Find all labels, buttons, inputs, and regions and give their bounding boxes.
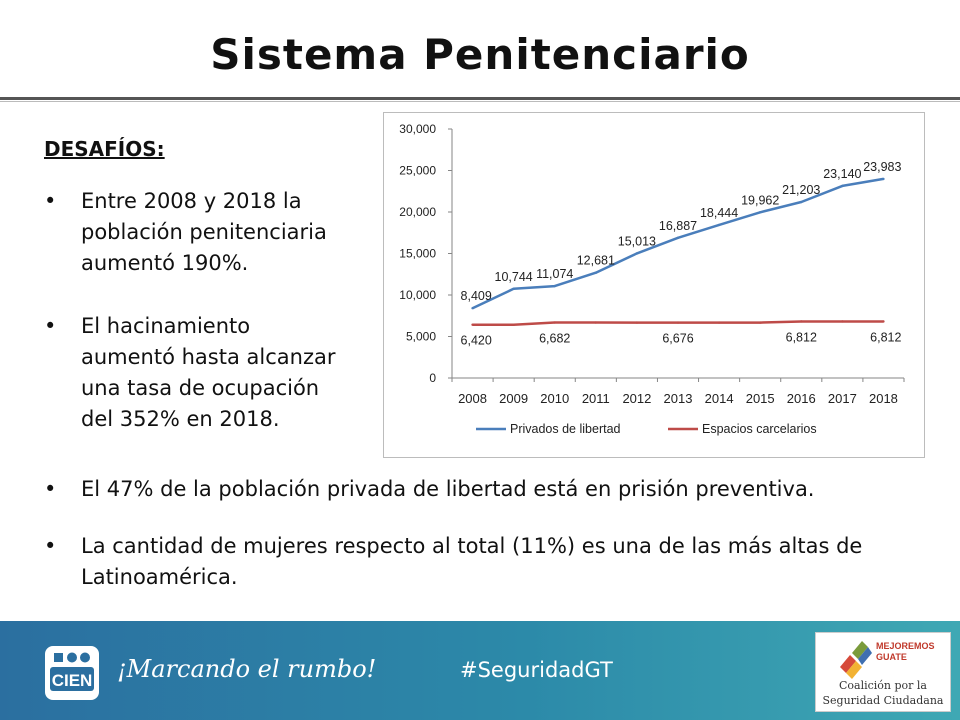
x-tick-label: 2016: [787, 391, 816, 406]
x-tick-label: 2013: [664, 391, 693, 406]
partner-mejoremos: MEJOREMOS: [876, 641, 935, 651]
x-tick-label: 2008: [458, 391, 487, 406]
coalition-logo: MEJOREMOS GUATE Coalición por la Segurid…: [815, 632, 951, 712]
bullet-dot: •: [44, 189, 57, 213]
data-point: [882, 320, 885, 323]
bullet-line: aumentó hasta alcanzar: [81, 345, 336, 369]
y-tick-label: 30,000: [399, 122, 436, 136]
data-label: 21,203: [782, 183, 820, 197]
x-tick-label: 2018: [869, 391, 898, 406]
y-tick-label: 15,000: [399, 247, 436, 261]
bullet-dot: •: [44, 534, 57, 558]
data-point: [758, 321, 762, 324]
partner-seguridad: Seguridad Ciudadana: [823, 694, 944, 707]
bullet-line: Entre 2008 y 2018 la: [81, 189, 302, 213]
data-point: [594, 321, 598, 324]
bullet-line: población penitenciaria: [81, 220, 327, 244]
data-point: [800, 320, 803, 323]
bullet-line: La cantidad de mujeres respecto al total…: [81, 534, 863, 558]
bullet-dot: •: [44, 477, 57, 501]
data-point: [553, 284, 556, 288]
bullet-pretrial-detention: • El 47% de la población privada de libe…: [44, 474, 924, 508]
x-tick-label: 2012: [622, 391, 651, 406]
data-point: [758, 211, 762, 214]
partner-coalicion: Coalición por la: [839, 679, 927, 692]
data-point: [471, 323, 474, 326]
cien-logo-text: CIEN: [52, 671, 93, 690]
bullet-line: El 47% de la población privada de libert…: [81, 477, 815, 501]
data-point: [635, 252, 639, 255]
x-tick-label: 2015: [746, 391, 775, 406]
bullet-dot: •: [44, 314, 57, 338]
data-point: [717, 223, 721, 227]
data-label: 6,812: [870, 330, 901, 344]
challenges-heading: DESAFÍOS:: [44, 137, 165, 161]
data-label: 10,744: [495, 270, 533, 284]
bullet-line: del 352% en 2018.: [81, 407, 280, 431]
y-tick-label: 5,000: [406, 330, 436, 344]
cien-logo: CIEN: [45, 646, 99, 700]
data-label: 12,681: [577, 254, 615, 268]
data-label: 18,444: [700, 206, 738, 220]
x-tick-label: 2009: [499, 391, 528, 406]
data-label: 15,013: [618, 234, 656, 248]
data-point: [676, 321, 680, 324]
title-divider-shadow: [0, 101, 960, 102]
y-tick-label: 20,000: [399, 205, 436, 219]
y-tick-label: 25,000: [399, 164, 436, 178]
bullet-line: una tasa de ocupación: [81, 376, 320, 400]
data-point: [594, 271, 598, 274]
bullet-line: El hacinamiento: [81, 314, 251, 338]
x-tick-label: 2011: [582, 391, 610, 406]
partner-guate: GUATE: [876, 652, 907, 662]
bullet-women-share: • La cantidad de mujeres respecto al tot…: [44, 531, 924, 595]
data-label: 23,983: [863, 160, 901, 174]
bullet-line: aumentó 190%.: [81, 251, 249, 275]
data-point: [676, 236, 680, 240]
data-point: [512, 323, 515, 326]
coalition-logo-graphic: MEJOREMOS GUATE Coalición por la Segurid…: [823, 641, 944, 707]
data-label: 6,676: [662, 332, 693, 346]
data-point: [841, 184, 844, 188]
data-point: [471, 307, 474, 310]
data-label: 11,074: [536, 267, 573, 281]
x-tick-label: 2014: [705, 391, 734, 406]
series-line-privados: [471, 177, 884, 310]
data-point: [717, 321, 721, 324]
data-label: 6,812: [786, 330, 817, 344]
title-divider: [0, 97, 960, 100]
hashtag: #SeguridadGT: [460, 658, 613, 682]
x-tick-label: 2010: [540, 391, 569, 406]
data-label: 19,962: [741, 193, 779, 207]
bullet-overcrowding: • El hacinamiento aumentó hasta alcanzar…: [44, 311, 379, 437]
data-point: [841, 320, 844, 323]
data-label: 6,420: [461, 334, 492, 348]
slide-title: Sistema Penitenciario: [210, 30, 750, 79]
slogan: ¡Marcando el rumbo!: [117, 655, 377, 683]
data-point: [882, 177, 885, 181]
bullet-population-growth: • Entre 2008 y 2018 la población peniten…: [44, 186, 374, 281]
footer-banner: [0, 621, 960, 720]
data-label: 8,409: [461, 289, 492, 303]
data-point: [512, 287, 515, 291]
data-point: [553, 321, 556, 324]
data-label: 23,140: [823, 167, 861, 181]
data-label: 16,887: [659, 219, 697, 233]
legend-label: Privados de libertad: [510, 422, 621, 436]
chart-canvas: 0 5,000 10,000 15,000 20,000 25,000 30,000 2008…: [399, 122, 905, 436]
bullet-line: Latinoamérica.: [81, 565, 238, 589]
prison-population-chart: 0 5,000 10,000 15,000 20,000 25,000 30,000 2008…: [383, 112, 925, 458]
legend-label: Espacios carcelarios: [702, 422, 817, 436]
x-tick-label: 2017: [828, 391, 857, 406]
data-point: [635, 321, 639, 324]
cien-logo-mark: CIEN: [50, 652, 94, 691]
y-tick-label: 10,000: [399, 288, 436, 302]
data-label: 6,682: [539, 332, 570, 346]
y-tick-label: 0: [429, 371, 436, 385]
data-point: [800, 200, 803, 204]
